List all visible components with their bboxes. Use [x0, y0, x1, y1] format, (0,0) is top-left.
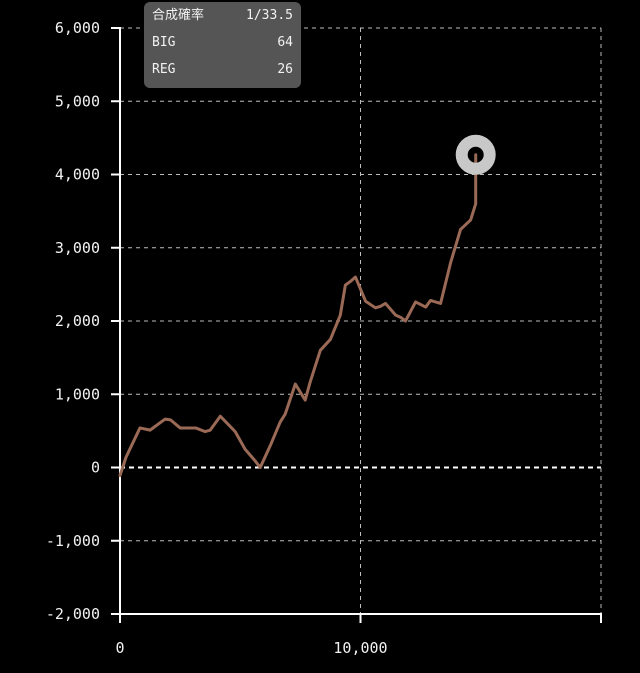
axes [111, 27, 602, 623]
difference-line [118, 153, 478, 478]
combined-probability-row: 合成確率 1/33.5 [152, 6, 293, 33]
x-tick-label: 0 [115, 639, 124, 657]
current-position-marker [455, 134, 496, 175]
y-tick-label: 2,000 [55, 312, 100, 330]
stats-box: 合成確率 1/33.5 BIG 64 REG 26 [144, 2, 301, 88]
grid-lines [120, 27, 602, 614]
combined-probability-value: 1/33.5 [246, 8, 293, 23]
series-layer [118, 153, 478, 478]
y-tick-label: 3,000 [55, 239, 100, 257]
y-tick-label: -1,000 [46, 532, 100, 550]
y-tick-label: 5,000 [55, 92, 100, 110]
reg-label: REG [152, 62, 176, 77]
y-tick-label: 0 [91, 459, 100, 477]
reg-count-row: REG 26 [152, 60, 293, 87]
y-tick-label: 4,000 [55, 166, 100, 184]
reg-value: 26 [277, 62, 293, 77]
big-value: 64 [277, 35, 293, 50]
marker-layer [455, 134, 496, 175]
y-tick-label: 1,000 [55, 385, 100, 403]
big-count-row: BIG 64 [152, 33, 293, 60]
y-tick-label: -2,000 [46, 605, 100, 623]
combined-probability-label: 合成確率 [152, 8, 205, 23]
tick-labels: 6,000 5,000 4,000 3,000 2,000 1,000 0 -1,000 -2,… [46, 19, 388, 657]
big-label: BIG [152, 35, 176, 50]
x-tick-label: 10,000 [333, 639, 387, 657]
y-tick-label: 6,000 [55, 19, 100, 37]
